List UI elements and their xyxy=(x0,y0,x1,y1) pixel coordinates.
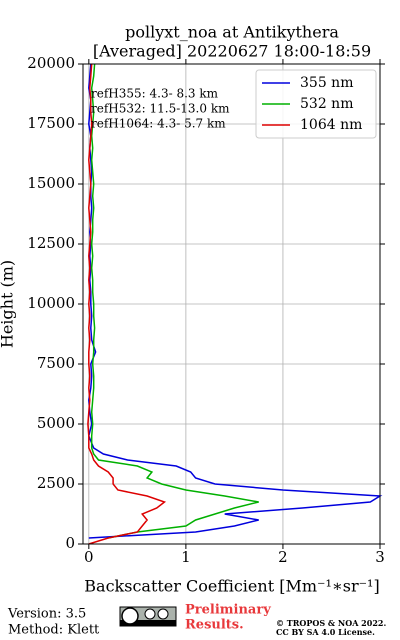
annotation: refH532: 11.5-13.0 km xyxy=(91,102,230,116)
legend-label: 355 nm xyxy=(300,75,353,91)
version: Version: 3.5 xyxy=(7,607,86,622)
y-axis-label: Height (m) xyxy=(0,260,17,348)
legend-label: 532 nm xyxy=(300,96,353,112)
plot-frame xyxy=(82,63,381,545)
y-tick-label: 12500 xyxy=(27,234,75,252)
legend-box xyxy=(255,69,377,139)
cc-logo xyxy=(119,606,177,627)
x-tick-label: 2 xyxy=(278,548,288,566)
x-tick-label: 1 xyxy=(181,548,191,566)
method: Method: Klett xyxy=(8,623,100,638)
y-tick-label: 2500 xyxy=(37,474,75,492)
lines xyxy=(87,64,383,544)
x-tick-label: 0 xyxy=(84,548,94,566)
chart-title: [Averaged] 20220627 18:00-18:59 xyxy=(93,42,371,61)
preliminary-note: Results. xyxy=(185,618,244,633)
profile-line xyxy=(90,64,259,539)
x-axis-label: Backscatter Coefficient [Mm⁻¹∗sr⁻¹] xyxy=(84,577,379,596)
plot-area: 0 1 2 3 0 2500 5000 7500 10000 12500 15000 17500 200… xyxy=(27,54,385,566)
legend-label: 1064 nm xyxy=(300,117,362,133)
profile-line xyxy=(87,64,167,544)
copyright: © TROPOS & NOA 2022. xyxy=(276,618,386,628)
y-tick-label: 10000 xyxy=(27,294,75,312)
chart-title: pollyxt_noa at Antikythera xyxy=(125,23,339,42)
x-tick-label: 3 xyxy=(375,548,385,566)
annotation: refH355: 4.3- 8.3 km xyxy=(91,87,219,101)
y-tick-label: 7500 xyxy=(37,354,75,372)
annotation: refH1064: 4.3- 5.7 km xyxy=(91,117,226,131)
copyright: CC BY SA 4.0 License. xyxy=(276,627,375,637)
y-tick-label: 5000 xyxy=(37,414,75,432)
y-tick-label: 20000 xyxy=(27,54,75,72)
preliminary-note: Preliminary xyxy=(185,603,271,618)
y-tick-label: 17500 xyxy=(27,114,75,132)
y-tick-label: 15000 xyxy=(27,174,75,192)
y-tick-label: 0 xyxy=(65,534,75,552)
